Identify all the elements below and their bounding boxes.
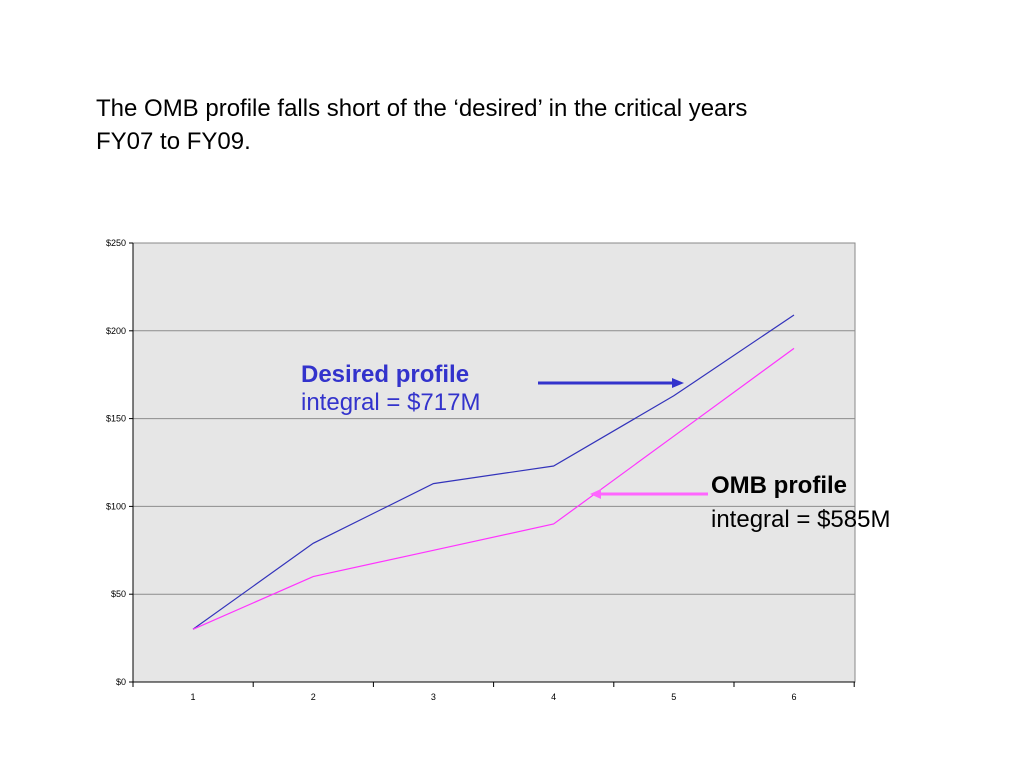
series-line-desired — [192, 314, 795, 630]
slide-title: The OMB profile falls short of the ‘desi… — [96, 92, 956, 158]
series-line-omb — [192, 347, 795, 630]
annotation-omb-subtitle: integral = $585M — [711, 506, 890, 533]
annotation-omb-arrowhead — [590, 489, 601, 499]
y-tick-label-50: $50 — [111, 589, 126, 599]
slide-title-line-1: The OMB profile falls short of the ‘desi… — [96, 95, 748, 122]
series-lines — [192, 314, 795, 630]
x-tick-label-2: 2 — [311, 692, 316, 702]
y-tick-label-150: $150 — [106, 414, 126, 424]
gridlines — [133, 330, 855, 595]
x-tick-label-1: 1 — [190, 692, 195, 702]
axes — [129, 242, 855, 687]
x-tick-label-3: 3 — [431, 692, 436, 702]
annotation-desired-arrowhead — [672, 378, 684, 388]
y-tick-label-0: $0 — [116, 677, 126, 687]
x-tick-label-4: 4 — [551, 692, 556, 702]
y-tick-label-200: $200 — [106, 326, 126, 336]
annotation-desired: Desired profile integral = $717M — [301, 361, 684, 416]
x-tick-label-6: 6 — [791, 692, 796, 702]
y-tick-label-250: $250 — [106, 238, 126, 248]
x-tick-label-5: 5 — [671, 692, 676, 702]
annotation-desired-subtitle: integral = $717M — [301, 389, 480, 416]
tick-labels: $0 $50 $100 $150 $200 $250 1 2 3 4 5 6 — [106, 238, 797, 702]
plot-area — [132, 242, 856, 683]
annotation-desired-title: Desired profile — [301, 361, 469, 388]
y-tick-label-100: $100 — [106, 501, 126, 511]
slide-title-line-2: FY07 to FY09. — [96, 128, 251, 155]
annotation-omb: OMB profile integral = $585M — [590, 472, 890, 533]
annotation-omb-title: OMB profile — [711, 472, 847, 499]
